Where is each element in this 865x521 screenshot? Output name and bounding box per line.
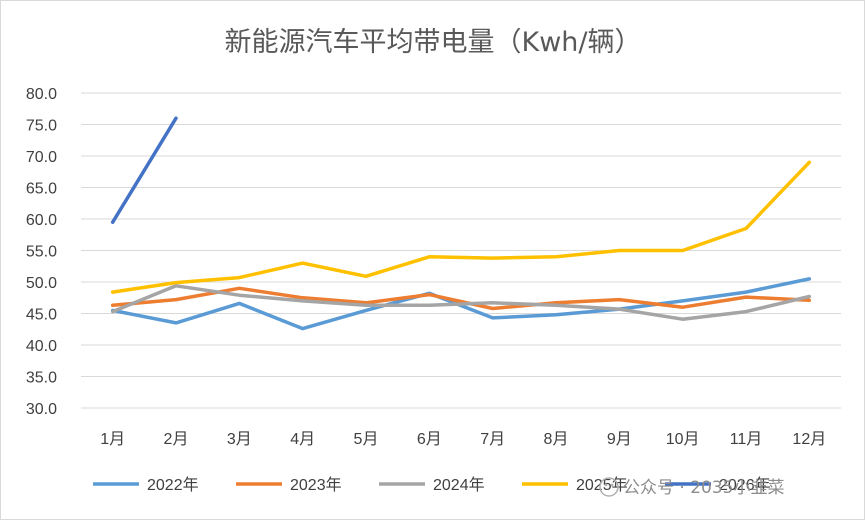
y-tick-label: 35.0	[26, 370, 57, 387]
x-tick-label: 10月	[666, 431, 700, 448]
x-tick-label: 11月	[730, 431, 763, 448]
y-tick-label: 30.0	[26, 401, 57, 418]
series-line-2026年	[110, 116, 178, 224]
x-tick-label: 1月	[100, 431, 125, 448]
y-tick-label: 65.0	[26, 181, 57, 198]
series-line-2024年	[110, 284, 812, 321]
y-tick-label: 45.0	[26, 307, 57, 324]
x-tick-label: 9月	[607, 431, 632, 448]
y-tick-label: 40.0	[26, 338, 57, 355]
x-tick-label: 6月	[417, 431, 442, 448]
series-line-2023年	[110, 286, 812, 311]
legend-label: 2023年	[290, 476, 342, 494]
x-tick-label: 2月	[164, 431, 189, 448]
legend-label: 2024年	[433, 476, 485, 494]
y-tick-label: 70.0	[26, 149, 57, 166]
y-tick-label: 80.0	[26, 86, 57, 103]
legend: 2022年 2023年 2024年 2025年 2026年	[93, 476, 771, 494]
watermark-text: 公众号 · 2035小韭菜	[623, 478, 784, 498]
wechat-icon-eye-left	[604, 483, 608, 487]
series-line-2025年	[110, 160, 812, 294]
wechat-icon-eye-right	[610, 483, 614, 487]
gridlines	[81, 92, 841, 409]
wechat-icon	[599, 477, 619, 497]
legend-label: 2022年	[147, 476, 199, 494]
x-tick-label: 12月	[792, 431, 826, 448]
x-tick-label: 8月	[544, 431, 569, 448]
x-tick-label: 5月	[354, 431, 379, 448]
x-axis-ticks: 1月 2月 3月 4月 5月 6月 7月 8月 9月 10月 11月 12月	[100, 431, 826, 448]
x-tick-label: 7月	[480, 431, 505, 448]
watermark: 公众号 · 2035小韭菜	[599, 477, 784, 498]
legend-label: 2026年	[719, 476, 771, 494]
x-tick-label: 4月	[290, 431, 315, 448]
chart-title: 新能源汽车平均带电量（Kwh/辆）	[225, 27, 642, 58]
y-tick-label: 55.0	[26, 244, 57, 261]
series-lines	[110, 116, 812, 331]
x-tick-label: 3月	[227, 431, 252, 448]
y-tick-label: 60.0	[26, 212, 57, 229]
y-tick-label: 50.0	[26, 275, 57, 292]
y-axis-ticks: 30.0 35.0 40.0 45.0 50.0 55.0 60.0 65.0 70.0 75.0…	[26, 86, 57, 418]
y-tick-label: 75.0	[26, 118, 57, 135]
